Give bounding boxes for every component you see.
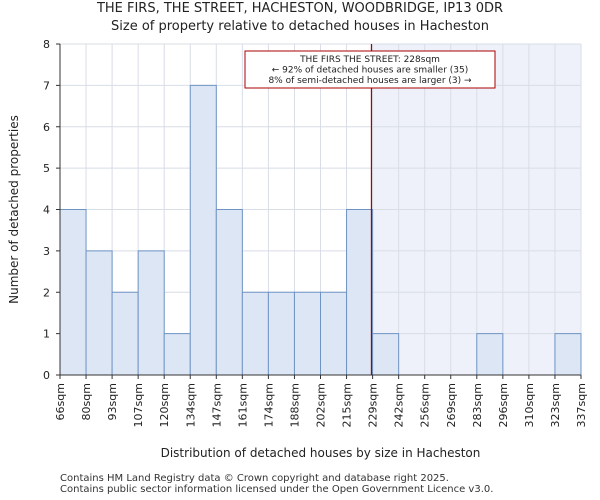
bar-134sqm: [189, 84, 217, 376]
y-tick-label: 3: [43, 245, 50, 258]
bar-147sqm: [215, 209, 243, 376]
bars: [59, 84, 582, 376]
y-tick-label: 0: [43, 369, 50, 382]
annotation-box: [244, 50, 496, 89]
y-tick-label: 2: [43, 286, 50, 299]
x-tick-label: 256sqm: [419, 383, 432, 427]
y-tick-label: 7: [43, 79, 50, 92]
annotation-line-2: ← 92% of detached houses are smaller (35…: [272, 66, 469, 76]
x-tick-label: 242sqm: [393, 383, 406, 427]
chart-title: THE FIRS, THE STREET, HACHESTON, WOODBRI…: [96, 1, 504, 16]
bar-215sqm: [346, 209, 374, 376]
y-tick-label: 8: [43, 38, 50, 51]
annotation-line-1: THE FIRS THE STREET: 228sqm: [299, 55, 440, 65]
bar-66sqm: [59, 209, 87, 376]
x-tick-label: 188sqm: [288, 383, 301, 427]
y-tick-label: 1: [43, 328, 50, 341]
x-tick-label: 93sqm: [106, 383, 119, 420]
x-tick-label: 310sqm: [523, 383, 536, 427]
x-tick-label: 229sqm: [367, 383, 380, 427]
bar-93sqm: [111, 291, 139, 376]
x-tick-label: 215sqm: [341, 383, 354, 427]
bar-283sqm: [476, 333, 504, 376]
x-tick-label: 134sqm: [184, 383, 197, 427]
x-tick-label: 269sqm: [445, 383, 458, 427]
footer-licence: Contains public sector information licen…: [60, 484, 494, 495]
bar-229sqm: [372, 333, 400, 376]
x-axis-label: Distribution of detached houses by size …: [161, 446, 481, 460]
x-tick-label: 283sqm: [471, 383, 484, 427]
bar-323sqm: [554, 333, 582, 376]
bar-188sqm: [293, 291, 322, 376]
y-tick-label: 5: [43, 162, 50, 175]
x-tick-label: 66sqm: [54, 383, 67, 420]
x-tick-label: 202sqm: [315, 383, 328, 427]
histogram-chart: 0 1 2 3 4 5 6 7 8 66sqm 80sqm 93sqm 107sqm 120sqm 134…: [7, 38, 588, 460]
y-axis-label: Number of detached properties: [7, 115, 21, 304]
x-tick-label: 120sqm: [158, 383, 171, 427]
x-tick-label: 147sqm: [210, 383, 223, 427]
bar-174sqm: [267, 291, 295, 376]
x-tick-label: 174sqm: [262, 383, 275, 427]
x-tick-label: 296sqm: [497, 383, 510, 427]
annotation-line-3: 8% of semi-detached houses are larger (3…: [268, 76, 472, 86]
marker-annotation: THE FIRS THE STREET: 228sqm ← 92% of det…: [244, 50, 496, 89]
x-tick-label: 337sqm: [575, 383, 588, 427]
y-tick-label: 4: [43, 204, 50, 217]
x-axis-ticks: 66sqm 80sqm 93sqm 107sqm 120sqm 134sqm 147sqm 1…: [54, 375, 588, 427]
bar-161sqm: [241, 291, 269, 376]
x-tick-label: 80sqm: [80, 383, 93, 420]
x-tick-label: 161sqm: [236, 383, 249, 427]
bar-107sqm: [137, 250, 165, 376]
bar-80sqm: [85, 250, 113, 376]
x-tick-label: 107sqm: [132, 383, 145, 427]
x-tick-label: 323sqm: [549, 383, 562, 427]
bar-202sqm: [320, 291, 348, 376]
y-axis-ticks: 0 1 2 3 4 5 6 7 8: [43, 38, 60, 382]
y-tick-label: 6: [43, 121, 50, 134]
chart-subtitle: Size of property relative to detached ho…: [111, 19, 489, 34]
bar-120sqm: [163, 333, 191, 376]
footer-copyright: Contains HM Land Registry data © Crown c…: [60, 473, 449, 484]
